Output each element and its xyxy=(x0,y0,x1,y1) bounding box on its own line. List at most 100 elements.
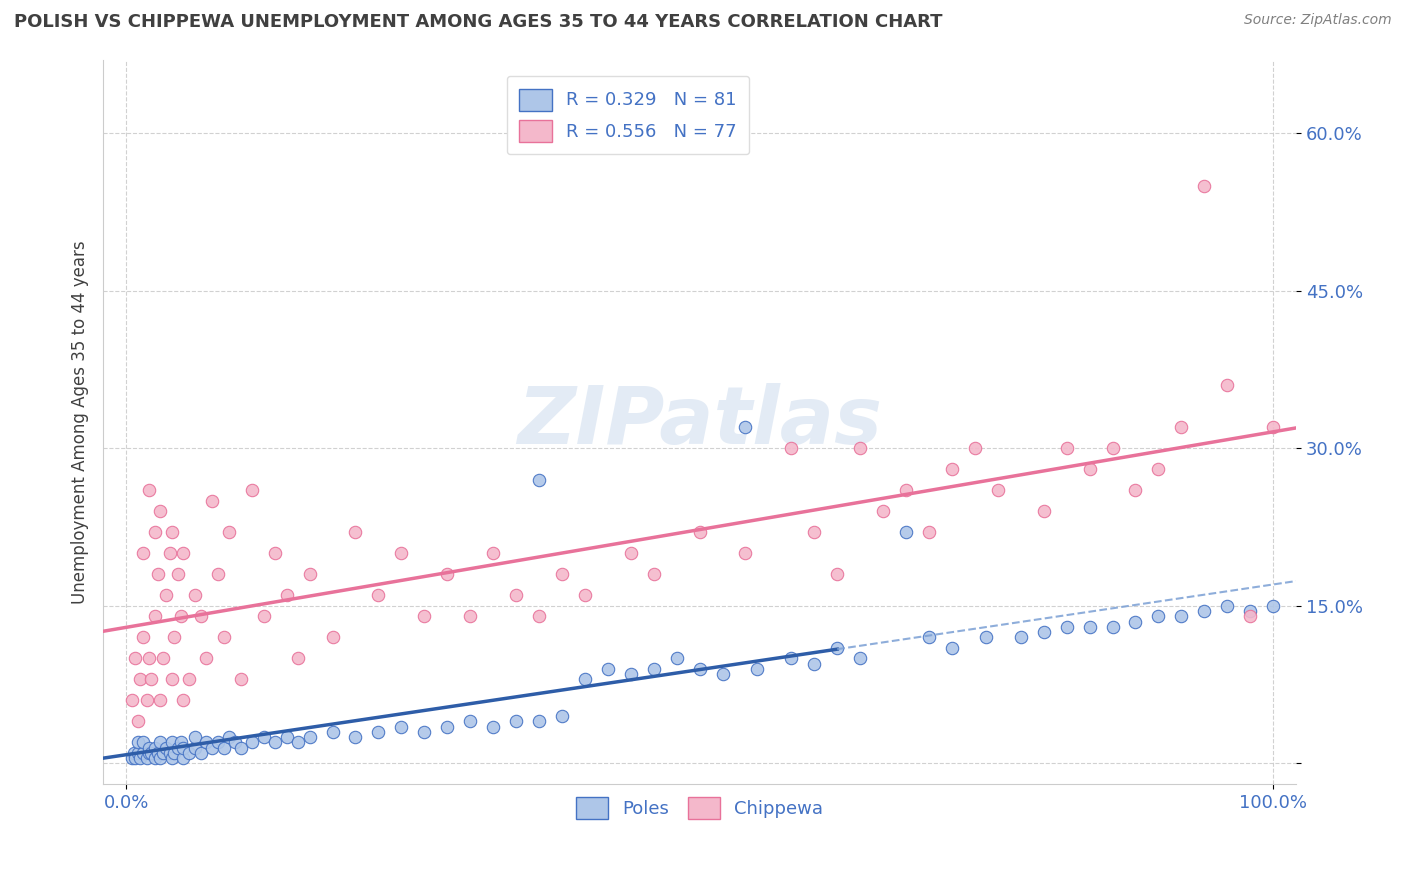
Point xyxy=(482,720,505,734)
Point xyxy=(155,740,177,755)
Point xyxy=(212,740,235,755)
Point xyxy=(184,740,207,755)
Point xyxy=(482,546,505,560)
Point xyxy=(596,662,619,676)
Point xyxy=(132,631,155,645)
Point xyxy=(505,714,527,729)
Point xyxy=(894,525,917,540)
Point xyxy=(505,588,527,602)
Point xyxy=(121,751,143,765)
Point xyxy=(849,651,872,665)
Point xyxy=(201,740,224,755)
Point xyxy=(276,730,298,744)
Point xyxy=(872,504,894,518)
Point xyxy=(344,730,367,744)
Point xyxy=(224,735,246,749)
Point xyxy=(132,746,155,760)
Point xyxy=(160,525,183,540)
Point xyxy=(128,673,150,687)
Point xyxy=(240,735,263,749)
Point xyxy=(163,631,186,645)
Point xyxy=(172,740,194,755)
Point xyxy=(253,730,276,744)
Point xyxy=(172,546,194,560)
Point xyxy=(527,609,550,624)
Point xyxy=(135,693,157,707)
Point xyxy=(121,693,143,707)
Point xyxy=(1194,178,1216,193)
Point xyxy=(160,673,183,687)
Point xyxy=(184,588,207,602)
Point xyxy=(240,483,263,498)
Point xyxy=(172,751,194,765)
Point xyxy=(138,746,160,760)
Point xyxy=(155,588,177,602)
Point xyxy=(1101,620,1123,634)
Point xyxy=(149,751,172,765)
Point xyxy=(148,567,170,582)
Point xyxy=(918,525,941,540)
Point xyxy=(894,483,917,498)
Point xyxy=(143,740,166,755)
Point xyxy=(918,631,941,645)
Point xyxy=(1239,604,1261,618)
Point xyxy=(166,567,188,582)
Point xyxy=(1216,599,1239,613)
Point xyxy=(574,588,596,602)
Point xyxy=(1010,631,1032,645)
Point xyxy=(643,567,665,582)
Point xyxy=(138,651,160,665)
Point xyxy=(229,740,252,755)
Point xyxy=(941,462,963,476)
Point xyxy=(143,609,166,624)
Point xyxy=(1170,609,1192,624)
Point xyxy=(229,673,252,687)
Point xyxy=(527,714,550,729)
Point xyxy=(132,735,155,749)
Point xyxy=(143,525,166,540)
Point xyxy=(149,735,172,749)
Point xyxy=(159,746,181,760)
Y-axis label: Unemployment Among Ages 35 to 44 years: Unemployment Among Ages 35 to 44 years xyxy=(72,240,89,604)
Point xyxy=(128,751,150,765)
Point xyxy=(1239,609,1261,624)
Point xyxy=(413,725,436,739)
Point xyxy=(322,725,344,739)
Point xyxy=(148,746,170,760)
Point xyxy=(143,751,166,765)
Point xyxy=(1125,615,1147,629)
Point xyxy=(803,525,825,540)
Point xyxy=(195,735,218,749)
Point xyxy=(780,651,803,665)
Point xyxy=(1078,462,1101,476)
Point xyxy=(665,651,688,665)
Point xyxy=(1125,483,1147,498)
Point xyxy=(122,746,145,760)
Point xyxy=(287,735,309,749)
Point xyxy=(207,735,229,749)
Point xyxy=(127,735,149,749)
Point xyxy=(551,709,574,723)
Point xyxy=(135,751,157,765)
Point xyxy=(132,546,155,560)
Point xyxy=(170,735,193,749)
Point xyxy=(745,662,768,676)
Point xyxy=(218,525,240,540)
Point xyxy=(207,567,229,582)
Legend: Poles, Chippewa: Poles, Chippewa xyxy=(568,789,831,826)
Point xyxy=(711,667,734,681)
Point xyxy=(1056,620,1078,634)
Point xyxy=(367,725,389,739)
Point xyxy=(941,640,963,655)
Point xyxy=(195,651,218,665)
Point xyxy=(527,473,550,487)
Point xyxy=(218,730,240,744)
Point xyxy=(160,751,183,765)
Point xyxy=(190,746,212,760)
Point xyxy=(344,525,367,540)
Point xyxy=(458,714,481,729)
Point xyxy=(987,483,1010,498)
Point xyxy=(458,609,481,624)
Point xyxy=(643,662,665,676)
Point xyxy=(574,673,596,687)
